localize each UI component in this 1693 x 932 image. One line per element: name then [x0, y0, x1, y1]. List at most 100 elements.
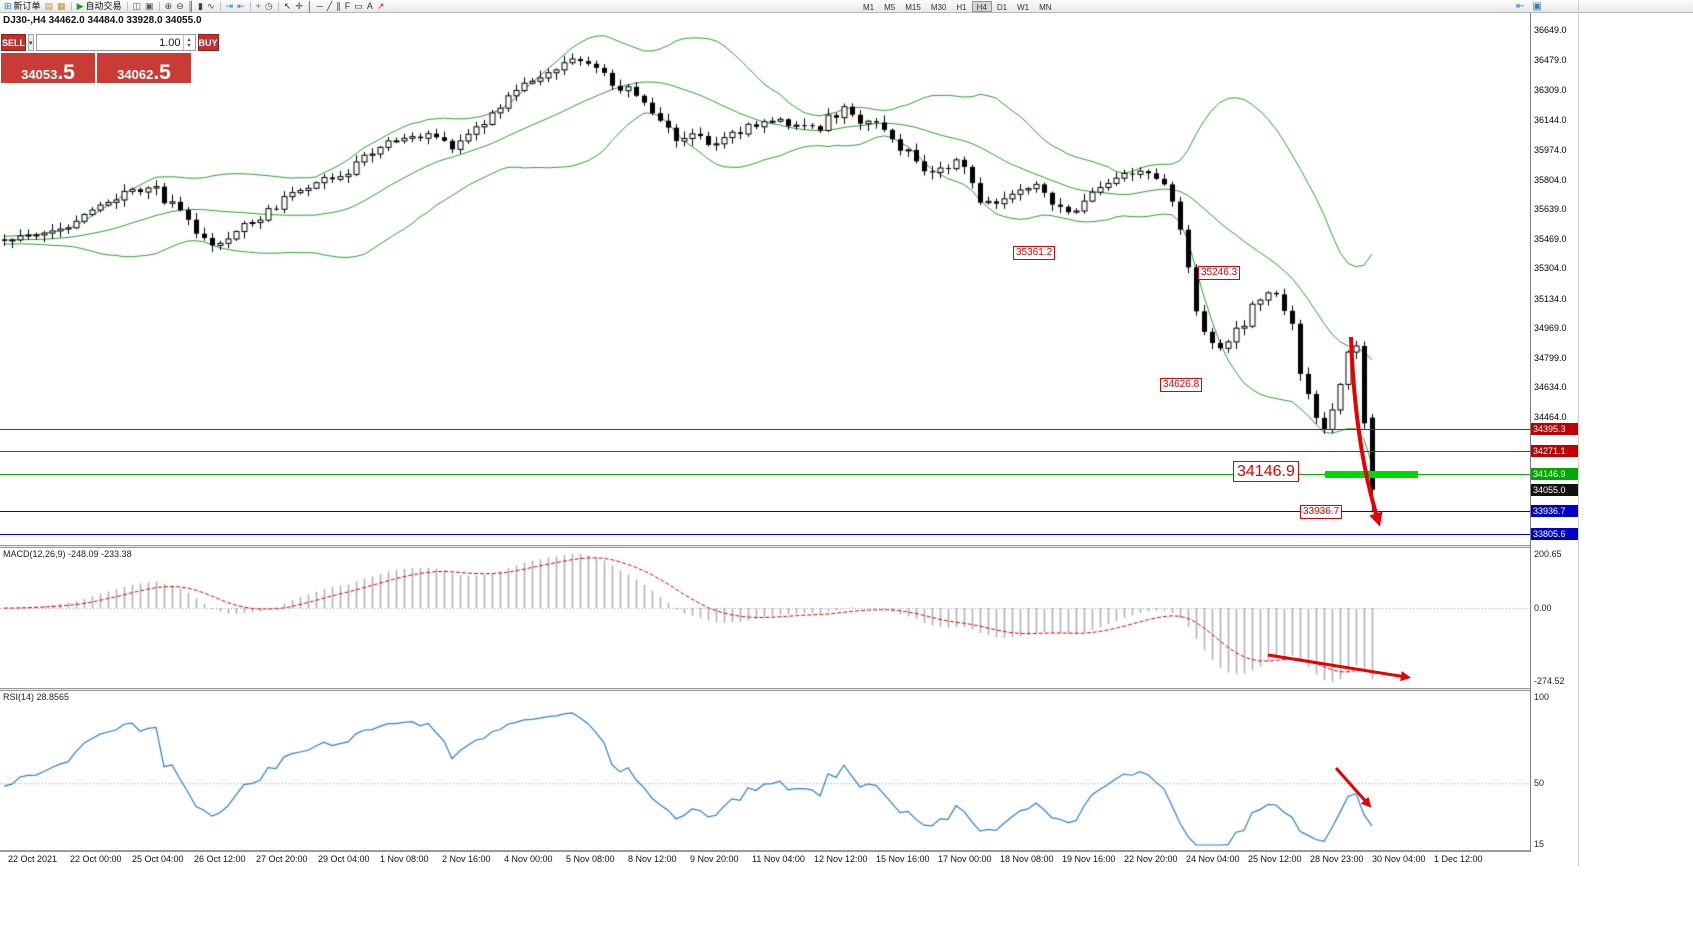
line-chart-icon[interactable]: ∿ — [205, 0, 217, 12]
tile-windows-icon[interactable]: ▣ — [143, 0, 156, 12]
horizontal-line-33805.6[interactable] — [0, 534, 1530, 535]
time-label: 17 Nov 00:00 — [938, 854, 992, 864]
toolbar-separator — [126, 1, 128, 11]
time-axis[interactable]: 22 Oct 2021 22 Oct 00:00 25 Oct 04:00 26 Oc… — [0, 852, 1578, 866]
cascade-windows-icon[interactable]: ◫ — [131, 0, 144, 12]
volume-input[interactable] — [36, 35, 183, 50]
cursor-icon[interactable]: ↖ — [282, 0, 294, 12]
horizontal-line-33936.7[interactable] — [0, 510, 1530, 512]
time-label: 22 Nov 20:00 — [1124, 854, 1178, 864]
maximize-chart-icon[interactable]: ▣ — [1532, 0, 1542, 12]
rsi-scale-50: 50 — [1534, 778, 1545, 789]
new-order-button[interactable]: ⊞ 新订单 — [2, 0, 43, 12]
trendline-icon[interactable]: ╱ — [325, 0, 334, 12]
trade-panel-top-row: SELL ▾ ▴ ▾ BUY — [1, 34, 219, 51]
time-label: 27 Oct 20:00 — [256, 854, 308, 864]
rsi-indicator-panel[interactable]: RSI(14) 28.8565 — [0, 691, 1530, 850]
horizontal-line-34395.3[interactable] — [0, 429, 1530, 431]
rsi-canvas[interactable] — [0, 691, 1530, 850]
price-tick: 34799.0 — [1534, 352, 1567, 363]
template-icon[interactable]: ▦ — [55, 0, 68, 12]
shapes-icon[interactable]: ▭ — [352, 0, 365, 12]
vertical-line-icon[interactable]: │ — [305, 0, 315, 12]
time-label: 28 Nov 23:00 — [1310, 854, 1364, 864]
buy-button[interactable]: BUY — [197, 34, 219, 51]
price-axis[interactable]: 36649.0 36479.0 36309.0 36144.0 35974.0 35804… — [1530, 13, 1579, 852]
price-tag-33936.7: 33936.7 — [1531, 504, 1579, 517]
price-callout-35246.3[interactable]: 35246.3 — [1198, 266, 1241, 280]
channel-icon[interactable]: ∥ — [334, 0, 343, 12]
price-tick: 34464.0 — [1534, 412, 1567, 423]
trade-options-dropdown[interactable]: ▾ — [28, 34, 34, 51]
timeframe-d1[interactable]: D1 — [992, 1, 1012, 12]
volume-spinner[interactable]: ▴ ▾ — [182, 35, 195, 50]
crosshair-icon: ✛ — [295, 1, 303, 11]
candlestick-chart-canvas[interactable] — [0, 13, 1530, 545]
bar-chart-icon: ║ — [187, 1, 195, 11]
price-tick: 35469.0 — [1534, 234, 1567, 245]
time-label: 4 Nov 00:00 — [504, 854, 553, 864]
spin-down-icon[interactable]: ▾ — [187, 42, 191, 49]
timeframe-h1[interactable]: H1 — [951, 1, 971, 12]
sell-button[interactable]: SELL — [1, 34, 27, 51]
auto-scroll-icon[interactable]: ⇥ — [224, 0, 236, 12]
time-label: 18 Nov 08:00 — [1000, 854, 1054, 864]
panel-separator[interactable] — [0, 850, 1578, 852]
macd-label: MACD(12,26,9) -248.09 -233.38 — [3, 549, 132, 559]
ask-big-digit: .5 — [153, 61, 171, 84]
horizontal-line-34146.9[interactable] — [0, 473, 1530, 475]
time-label: 5 Nov 08:00 — [566, 854, 615, 864]
candlestick-chart-icon[interactable]: ▮ — [196, 0, 205, 12]
bid-price-display[interactable]: 34053 .5 — [1, 53, 95, 83]
horizontal-line-icon[interactable]: ─ — [314, 0, 324, 12]
crosshair-icon[interactable]: ✛ — [293, 0, 305, 12]
chart-shift-icon[interactable]: ⇤ — [235, 0, 247, 12]
timeframe-m30[interactable]: M30 — [926, 1, 952, 12]
toolbar-separator — [249, 1, 251, 11]
timeframe-m15[interactable]: M15 — [900, 1, 926, 12]
price-tick: 35974.0 — [1534, 144, 1567, 155]
auto-trading-button[interactable]: ▶ 自动交易 — [75, 0, 124, 12]
chart-area[interactable]: DJ30-,H4 34462.0 34484.0 33928.0 34055.0… — [0, 13, 1530, 545]
auto-scroll-icon: ⇥ — [225, 1, 234, 11]
spin-up-icon[interactable]: ▴ — [187, 36, 191, 43]
toolbar-separator — [277, 1, 279, 11]
timeframe-m1[interactable]: M1 — [858, 1, 879, 12]
macd-canvas[interactable] — [0, 548, 1530, 688]
macd-scale-zero: 0.00 — [1534, 603, 1552, 614]
price-callout-34626.8[interactable]: 34626.8 — [1160, 378, 1203, 392]
macd-indicator-panel[interactable]: MACD(12,26,9) -248.09 -233.38 — [0, 548, 1530, 688]
price-tag-34395.3: 34395.3 — [1531, 423, 1579, 436]
timeframe-mn[interactable]: MN — [1034, 1, 1056, 12]
periods-icon[interactable]: ◷ — [263, 0, 275, 12]
rsi-label: RSI(14) 28.8565 — [3, 692, 70, 702]
text-label-icon[interactable]: A — [365, 0, 375, 12]
timeframe-h4[interactable]: H4 — [971, 1, 992, 12]
rsi-scale-100: 100 — [1534, 692, 1550, 702]
price-tick: 35134.0 — [1534, 293, 1567, 304]
timeframe-m5[interactable]: M5 — [879, 1, 900, 12]
panel-separator[interactable] — [0, 688, 1578, 691]
toolbar-separator — [158, 1, 160, 11]
rsi-scale-15: 15 — [1534, 839, 1545, 849]
zoom-out-icon[interactable]: ⊖ — [174, 0, 186, 12]
panel-separator[interactable] — [0, 545, 1578, 548]
indicators-add-icon[interactable]: + — [254, 0, 263, 12]
horizontal-line-34271.1[interactable] — [0, 451, 1530, 453]
price-callout-35361.2[interactable]: 35361.2 — [1013, 246, 1056, 260]
charts-profile-icon[interactable]: ▤ — [43, 0, 56, 12]
fibonacci-icon[interactable]: F — [343, 0, 353, 12]
new-order-button-label: 新订单 — [13, 1, 41, 11]
dock-window-icon[interactable]: ⇤ — [1516, 0, 1525, 12]
arrow-object-icon[interactable]: ↗ — [375, 0, 387, 12]
auto-trading-button-label: 自动交易 — [85, 1, 122, 11]
timeframe-w1[interactable]: W1 — [1012, 1, 1034, 12]
price-callout-34146.9[interactable]: 34146.9 — [1233, 461, 1299, 482]
toolbar-separator — [219, 1, 221, 11]
bar-chart-icon[interactable]: ║ — [186, 0, 196, 12]
zoom-in-icon[interactable]: ⊕ — [163, 0, 175, 12]
ask-price-display[interactable]: 34062 .5 — [97, 53, 191, 83]
thick-highlight-line[interactable] — [1325, 470, 1418, 478]
toolbar-separator — [70, 1, 72, 11]
price-callout-33936.7[interactable]: 33936.7 — [1300, 505, 1343, 519]
